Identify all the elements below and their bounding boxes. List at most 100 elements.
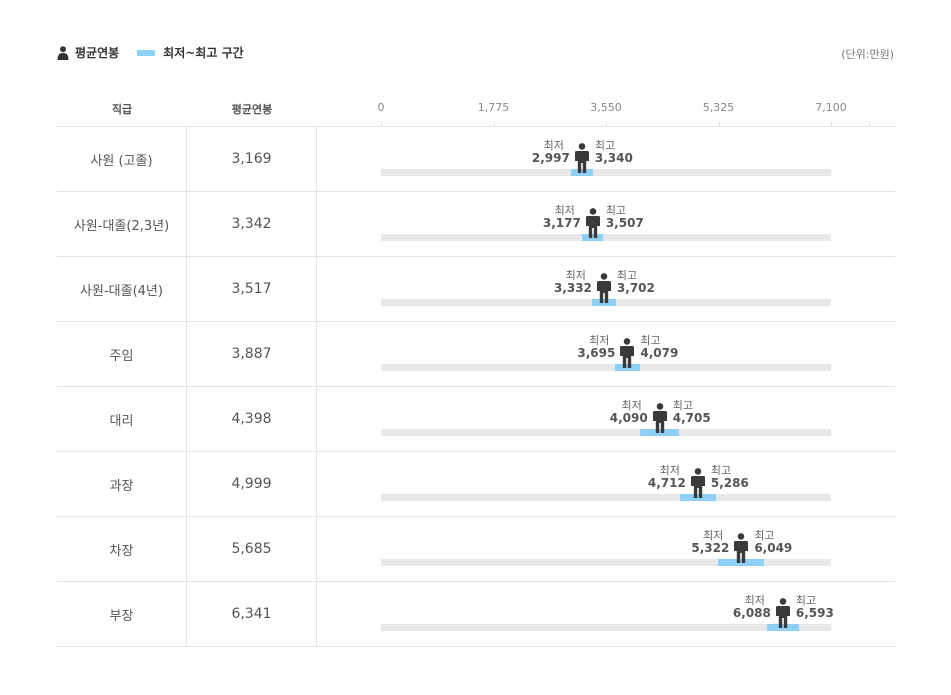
legend: 평균연봉 최저~최고 구간 bbox=[57, 44, 244, 61]
axis-track bbox=[381, 559, 831, 566]
x-tick-mark bbox=[381, 122, 382, 127]
min-value-label: 3,177 bbox=[542, 216, 581, 230]
max-value-label: 6,593 bbox=[795, 606, 834, 620]
avg-person-marker bbox=[734, 533, 749, 563]
min-caption: 최저 bbox=[703, 529, 724, 542]
axis-track bbox=[381, 429, 831, 436]
min-value-label: 6,088 bbox=[732, 606, 771, 620]
max-caption: 최고 bbox=[672, 399, 693, 412]
min-caption: 최저 bbox=[543, 139, 564, 152]
min-value-label: 4,712 bbox=[647, 476, 686, 490]
max-caption: 최고 bbox=[605, 204, 627, 217]
x-tick-label: 3,550 bbox=[590, 101, 622, 114]
x-tick-label: 5,325 bbox=[702, 101, 735, 114]
min-max-range-bar bbox=[615, 364, 640, 371]
table-row: 부장 6,341 최저 6,088 최고 6,593 bbox=[57, 582, 895, 647]
header-avg: 평균연봉 bbox=[231, 103, 273, 116]
min-max-range-bar bbox=[582, 234, 604, 241]
person-icon bbox=[57, 45, 69, 60]
table-row: 사원 (고졸) 3,169 최저 2,997 최고 3,340 bbox=[57, 127, 895, 192]
unit-note: (단위:만원) bbox=[841, 48, 894, 61]
table-row: 주임 3,887 최저 3,695 최고 4,079 bbox=[57, 322, 895, 387]
max-caption: 최고 bbox=[616, 269, 638, 282]
rank-cell: 사원-대졸(2,3년) bbox=[57, 192, 187, 256]
legend-range-swatch bbox=[137, 49, 156, 56]
avg-salary-cell: 5,685 bbox=[187, 517, 317, 581]
avg-person-marker bbox=[596, 273, 611, 303]
avg-salary-cell: 3,517 bbox=[187, 257, 317, 321]
avg-person-marker bbox=[585, 208, 600, 238]
max-value-label: 4,079 bbox=[640, 346, 679, 360]
rank-cell: 차장 bbox=[57, 517, 187, 581]
max-value-label: 6,049 bbox=[754, 541, 793, 555]
max-caption: 최고 bbox=[594, 139, 616, 152]
max-value-label: 4,705 bbox=[672, 411, 711, 425]
salary-chart-table: 직급 평균연봉 0 1,775 3,550 5,325 7,100 사원 (고졸) 3,1… bbox=[57, 95, 895, 647]
min-max-range-bar bbox=[570, 169, 593, 176]
rank-cell: 대리 bbox=[57, 387, 187, 451]
max-value-label: 3,507 bbox=[605, 216, 644, 230]
max-caption: 최고 bbox=[710, 464, 732, 477]
x-tick-mark bbox=[606, 122, 607, 127]
table-row: 차장 5,685 최저 5,322 최고 6,049 bbox=[57, 517, 895, 582]
min-caption: 최저 bbox=[589, 334, 610, 347]
avg-person-marker bbox=[574, 143, 589, 173]
x-tick-mark bbox=[869, 122, 870, 127]
axis-track bbox=[381, 234, 831, 241]
x-tick-mark bbox=[493, 122, 495, 127]
max-caption: 최고 bbox=[795, 594, 817, 607]
avg-salary-cell: 4,999 bbox=[187, 452, 317, 516]
x-tick-mark bbox=[831, 122, 832, 127]
max-caption: 최고 bbox=[640, 334, 661, 347]
max-caption: 최고 bbox=[754, 529, 775, 542]
legend-avg-label: 평균연봉 bbox=[75, 46, 120, 60]
avg-salary-cell: 4,398 bbox=[187, 387, 317, 451]
avg-person-marker bbox=[775, 598, 790, 628]
table-row: 사원-대졸(2,3년) 3,342 최저 3,177 최고 3,507 bbox=[57, 192, 895, 257]
axis-track bbox=[381, 494, 831, 501]
rank-cell: 부장 bbox=[57, 582, 187, 646]
min-value-label: 3,695 bbox=[577, 346, 616, 360]
min-caption: 최저 bbox=[659, 464, 680, 477]
rank-cell: 사원-대졸(4년) bbox=[57, 257, 187, 321]
table-row: 과장 4,999 최저 4,712 최고 5,286 bbox=[57, 452, 895, 517]
table-row: 대리 4,398 최저 4,090 최고 4,705 bbox=[57, 387, 895, 452]
rank-cell: 과장 bbox=[57, 452, 187, 516]
table-row: 사원-대졸(4년) 3,517 최저 3,332 최고 3,702 bbox=[57, 257, 895, 322]
min-caption: 최저 bbox=[554, 204, 575, 217]
x-tick-mark bbox=[718, 122, 720, 127]
min-value-label: 4,090 bbox=[609, 411, 648, 425]
avg-person-marker bbox=[690, 468, 705, 498]
axis-track bbox=[381, 364, 831, 371]
max-value-label: 3,340 bbox=[594, 151, 633, 165]
min-max-range-bar bbox=[766, 624, 799, 631]
min-value-label: 3,332 bbox=[553, 281, 592, 295]
table-header: 직급 평균연봉 0 1,775 3,550 5,325 7,100 bbox=[57, 95, 895, 127]
min-value-label: 5,322 bbox=[691, 541, 730, 555]
min-caption: 최저 bbox=[621, 399, 642, 412]
x-tick-label: 0 bbox=[377, 101, 385, 114]
rank-cell: 사원 (고졸) bbox=[57, 127, 187, 191]
min-max-range-bar bbox=[640, 429, 680, 436]
axis-track bbox=[381, 624, 831, 631]
rank-cell: 주임 bbox=[57, 322, 187, 386]
axis-track bbox=[381, 169, 831, 176]
header-rank: 직급 bbox=[111, 103, 133, 116]
x-tick-label: 1,775 bbox=[477, 101, 510, 114]
table-body: 사원 (고졸) 3,169 최저 2,997 최고 3,340 사원-대졸(2,3년) 3,3… bbox=[57, 127, 895, 647]
min-caption: 최저 bbox=[565, 269, 586, 282]
min-max-range-bar bbox=[592, 299, 616, 306]
avg-person-marker bbox=[652, 403, 667, 433]
x-tick-label: 7,100 bbox=[815, 101, 847, 114]
avg-salary-cell: 3,342 bbox=[187, 192, 317, 256]
legend-range-label: 최저~최고 구간 bbox=[163, 46, 244, 60]
min-value-label: 2,997 bbox=[531, 151, 570, 165]
avg-salary-cell: 6,341 bbox=[187, 582, 317, 646]
min-caption: 최저 bbox=[744, 594, 765, 607]
avg-person-marker bbox=[620, 338, 635, 368]
min-max-range-bar bbox=[679, 494, 717, 501]
avg-salary-cell: 3,169 bbox=[187, 127, 317, 191]
max-value-label: 3,702 bbox=[616, 281, 655, 295]
avg-salary-cell: 3,887 bbox=[187, 322, 317, 386]
min-max-range-bar bbox=[718, 559, 765, 566]
